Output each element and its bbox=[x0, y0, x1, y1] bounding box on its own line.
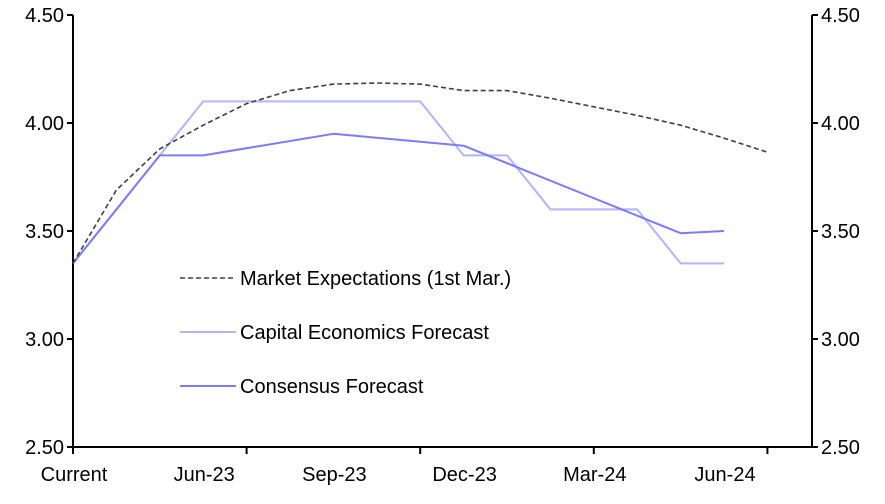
y-tick-label-right: 3.50 bbox=[821, 221, 860, 243]
y-tick-label-left: 3.00 bbox=[25, 329, 64, 351]
series-line-2 bbox=[72, 132, 725, 265]
y-tick-label-right: 4.00 bbox=[821, 113, 860, 135]
x-tick-label: Jun-23 bbox=[174, 464, 235, 486]
legend-label: Capital Economics Forecast bbox=[240, 322, 489, 344]
y-tick-label-right: 3.00 bbox=[821, 329, 860, 351]
legend-label: Market Expectations (1st Mar.) bbox=[240, 268, 511, 290]
x-tick-label: Current bbox=[41, 464, 108, 486]
series-line-1 bbox=[72, 100, 724, 265]
legend-label: Consensus Forecast bbox=[240, 376, 424, 398]
x-tick-label: Dec-23 bbox=[432, 464, 496, 486]
y-tick-label-left: 4.00 bbox=[25, 113, 64, 135]
y-tick-label-left: 2.50 bbox=[25, 437, 64, 459]
series-line-0 bbox=[72, 82, 768, 264]
y-tick-label-right: 2.50 bbox=[821, 437, 860, 459]
y-tick-label-right: 4.50 bbox=[821, 5, 860, 27]
y-tick-label-left: 4.50 bbox=[25, 5, 64, 27]
x-tick-label: Sep-23 bbox=[302, 464, 367, 486]
x-tick-label: Jun-24 bbox=[694, 464, 755, 486]
x-tick-label: Mar-24 bbox=[563, 464, 626, 486]
y-tick-label-left: 3.50 bbox=[25, 221, 64, 243]
